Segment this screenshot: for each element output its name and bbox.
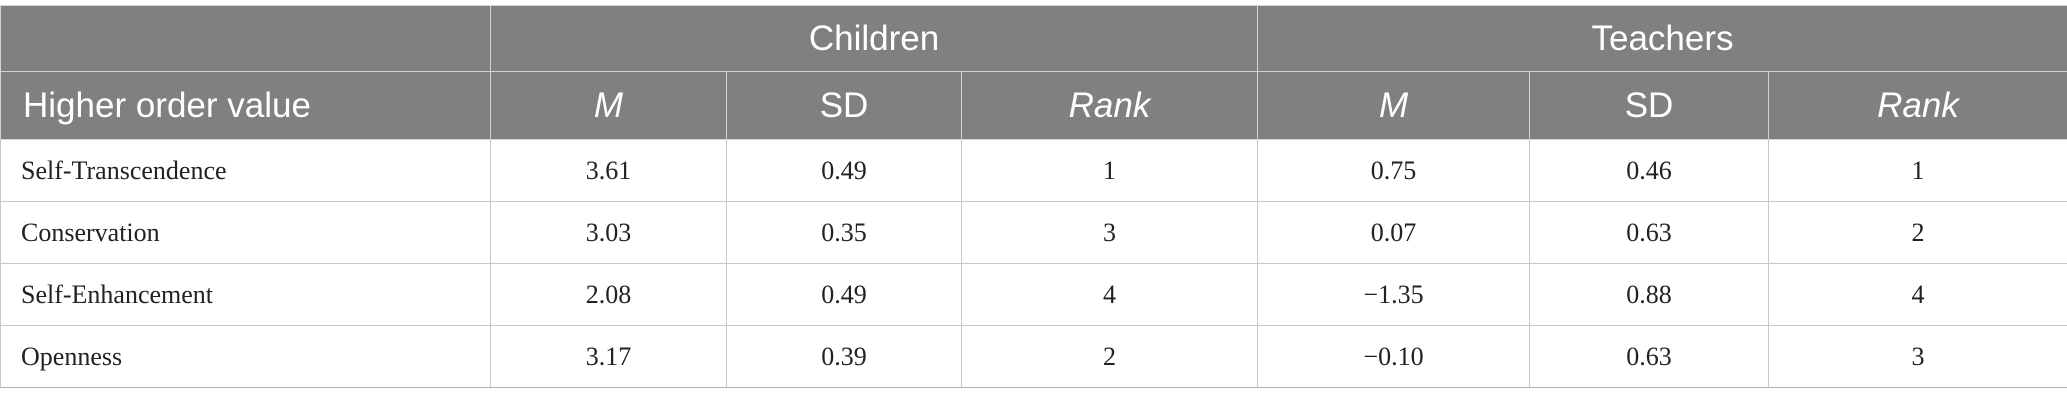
children-mean-cell: 3.61 (490, 139, 727, 202)
column-header-teachers-rank: Rank (1768, 71, 2067, 140)
teachers-sd-cell: 0.88 (1529, 263, 1770, 326)
children-rank-cell: 4 (960, 263, 1259, 326)
table-row: Self-Transcendence 3.61 0.49 1 0.75 0.46… (0, 139, 2067, 202)
table-row: Self-Enhancement 2.08 0.49 4 −1.35 0.88 … (0, 263, 2067, 326)
column-header-higher-order-value: Higher order value (0, 71, 491, 140)
column-header-children-rank: Rank (960, 71, 1259, 140)
teachers-mean-cell: 0.07 (1257, 201, 1531, 264)
children-sd-cell: 0.49 (726, 139, 962, 202)
children-rank-cell: 2 (960, 325, 1259, 388)
children-mean-cell: 3.17 (490, 325, 727, 388)
column-header-children-mean: M (490, 71, 727, 140)
children-sd-cell: 0.35 (726, 201, 962, 264)
teachers-rank-cell: 1 (1768, 139, 2067, 202)
children-mean-cell: 2.08 (490, 263, 727, 326)
group-header-children: Children (489, 5, 1259, 72)
table-row: Openness 3.17 0.39 2 −0.10 0.63 3 (0, 325, 2067, 388)
row-label-cell: Self-Transcendence (0, 139, 491, 202)
teachers-rank-cell: 4 (1768, 263, 2067, 326)
column-header-teachers-sd: SD (1529, 71, 1770, 140)
group-header-teachers: Teachers (1257, 5, 2067, 72)
row-label-cell: Self-Enhancement (0, 263, 491, 326)
children-sd-cell: 0.49 (726, 263, 962, 326)
children-rank-cell: 3 (960, 201, 1259, 264)
teachers-rank-cell: 3 (1768, 325, 2067, 388)
column-header-row: Higher order value M SD Rank M SD Rank (0, 71, 2067, 140)
header-corner-cell (0, 5, 491, 72)
teachers-sd-cell: 0.63 (1529, 325, 1770, 388)
table-row: Conservation 3.03 0.35 3 0.07 0.63 2 (0, 201, 2067, 264)
row-label-cell: Conservation (0, 201, 491, 264)
table-header: Children Teachers Higher order value M S… (0, 5, 2067, 140)
teachers-mean-cell: 0.75 (1257, 139, 1531, 202)
column-header-teachers-mean: M (1257, 71, 1531, 140)
group-header-row: Children Teachers (0, 5, 2067, 72)
teachers-sd-cell: 0.46 (1529, 139, 1770, 202)
row-label-cell: Openness (0, 325, 491, 388)
children-rank-cell: 1 (960, 139, 1259, 202)
teachers-rank-cell: 2 (1768, 201, 2067, 264)
teachers-mean-cell: −1.35 (1257, 263, 1531, 326)
teachers-sd-cell: 0.63 (1529, 201, 1770, 264)
values-table: Children Teachers Higher order value M S… (0, 5, 2067, 388)
teachers-mean-cell: −0.10 (1257, 325, 1531, 388)
column-header-children-sd: SD (726, 71, 962, 140)
children-sd-cell: 0.39 (726, 325, 962, 388)
table-body: Self-Transcendence 3.61 0.49 1 0.75 0.46… (0, 139, 2067, 388)
children-mean-cell: 3.03 (490, 201, 727, 264)
